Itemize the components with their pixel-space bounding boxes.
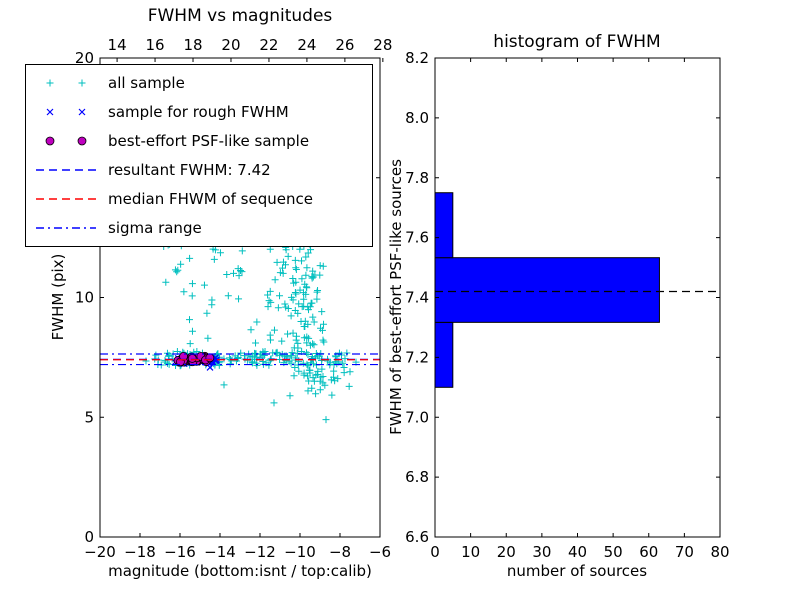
tick-label: 7.6 [405,229,429,247]
histogram-title: histogram of FWHM [493,32,661,52]
legend-entry: sigma range [34,214,364,241]
legend-dashed-line-marker [36,197,96,200]
tick-label: 20 [497,543,516,561]
tick-label: 20 [75,49,94,67]
tick-label: 10 [461,543,480,561]
legend: all sample sample for rough FWHM best-effo… [25,64,373,247]
tick-label: 40 [568,543,587,561]
tick-label: 22 [259,36,278,54]
scatter-title: FWHM vs magnitudes [147,6,333,26]
histogram-xaxis-label: number of sources [506,562,648,580]
tick-label: −18 [124,543,156,561]
tick-label: 70 [675,543,694,561]
tick-label: 6.6 [405,528,429,546]
tick-label: 10 [75,289,94,307]
tick-label: −12 [244,543,276,561]
tick-label: 16 [146,36,165,54]
legend-entry-label: best-effort PSF-like sample [108,132,310,151]
tick-label: 6.8 [405,468,429,486]
tick-label: −20 [84,543,116,561]
tick-label: 7.0 [405,408,429,426]
histogram-bar [434,192,454,259]
histogram-bar [434,257,660,323]
tick-label: 60 [639,543,658,561]
tick-label: 50 [604,543,623,561]
tick-label: 8.2 [405,49,429,67]
legend-dashdot-line-marker [36,226,96,229]
tick-label: 30 [532,543,551,561]
tick-label: 0 [430,543,440,561]
legend-entry-label: sample for rough FWHM [108,103,289,122]
tick-label: 20 [221,36,240,54]
legend-entry: best-effort PSF-like sample [34,128,364,155]
tick-label: −10 [284,543,316,561]
legend-dashed-line-marker [36,169,96,171]
legend-entry: median FHWM of sequence [34,185,364,212]
tick-label: 7.4 [405,289,429,307]
tick-label: 28 [373,36,392,54]
tick-label: 80 [710,543,729,561]
tick-label: 7.2 [405,348,429,366]
legend-circle-marker [45,136,87,146]
scatter-xaxis-label: magnitude (bottom:isnt / top:calib) [108,562,372,580]
tick-label: 0 [84,528,94,546]
tick-label: 24 [297,36,316,54]
histogram-yaxis-label: FWHM of best-effort PSF-like sources [387,159,405,435]
tick-label: −6 [369,543,391,561]
legend-entry-label: resultant FWHM: 7.42 [108,160,271,179]
histogram-bar [434,321,454,388]
legend-entry: all sample [34,70,364,97]
legend-plus-marker [46,79,86,87]
legend-entry-label: sigma range [108,218,202,237]
tick-label: 14 [108,36,127,54]
legend-entry-label: median FHWM of sequence [108,189,313,208]
legend-entry: sample for rough FWHM [34,99,364,126]
tick-label: 8.0 [405,109,429,127]
tick-label: 18 [183,36,202,54]
tick-label: 26 [335,36,354,54]
tick-label: 5 [84,408,94,426]
legend-x-marker [46,108,86,116]
tick-label: −14 [204,543,236,561]
tick-label: −8 [329,543,351,561]
histogram-plot-area [434,192,720,388]
tick-label: 7.8 [405,169,429,187]
legend-entry-label: all sample [108,74,185,93]
tick-label: −16 [164,543,196,561]
scatter-yaxis-label: FWHM (pix) [49,253,67,341]
legend-entry: resultant FWHM: 7.42 [34,156,364,183]
